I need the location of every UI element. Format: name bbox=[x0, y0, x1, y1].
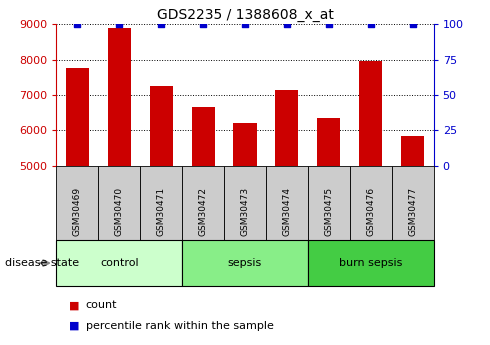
Point bbox=[157, 21, 165, 27]
Point bbox=[283, 21, 291, 27]
Point bbox=[199, 21, 207, 27]
Point bbox=[409, 21, 416, 27]
Text: ■: ■ bbox=[69, 321, 79, 331]
Text: GSM30471: GSM30471 bbox=[157, 187, 166, 236]
Bar bbox=[275, 90, 298, 166]
Text: control: control bbox=[100, 258, 139, 268]
Point bbox=[115, 21, 123, 27]
Text: GSM30477: GSM30477 bbox=[408, 187, 417, 236]
Bar bbox=[66, 68, 89, 166]
Text: ■: ■ bbox=[69, 300, 79, 310]
Bar bbox=[108, 28, 131, 166]
Point bbox=[325, 21, 333, 27]
Text: burn sepsis: burn sepsis bbox=[339, 258, 402, 268]
Text: count: count bbox=[86, 300, 117, 310]
Bar bbox=[149, 86, 172, 166]
Text: percentile rank within the sample: percentile rank within the sample bbox=[86, 321, 273, 331]
Bar bbox=[233, 123, 257, 166]
Text: GSM30475: GSM30475 bbox=[324, 187, 333, 236]
Text: GSM30469: GSM30469 bbox=[73, 187, 82, 236]
Title: GDS2235 / 1388608_x_at: GDS2235 / 1388608_x_at bbox=[157, 8, 333, 22]
Text: GSM30476: GSM30476 bbox=[366, 187, 375, 236]
Text: GSM30473: GSM30473 bbox=[241, 187, 249, 236]
Bar bbox=[192, 107, 215, 166]
Point bbox=[74, 21, 81, 27]
Point bbox=[367, 21, 375, 27]
Text: GSM30472: GSM30472 bbox=[198, 187, 208, 236]
Text: GSM30474: GSM30474 bbox=[282, 187, 292, 236]
Text: disease state: disease state bbox=[5, 258, 79, 268]
Text: GSM30470: GSM30470 bbox=[115, 187, 124, 236]
Text: sepsis: sepsis bbox=[228, 258, 262, 268]
Point bbox=[241, 21, 249, 27]
Bar bbox=[318, 118, 341, 166]
Bar bbox=[401, 136, 424, 166]
Bar bbox=[359, 61, 382, 166]
